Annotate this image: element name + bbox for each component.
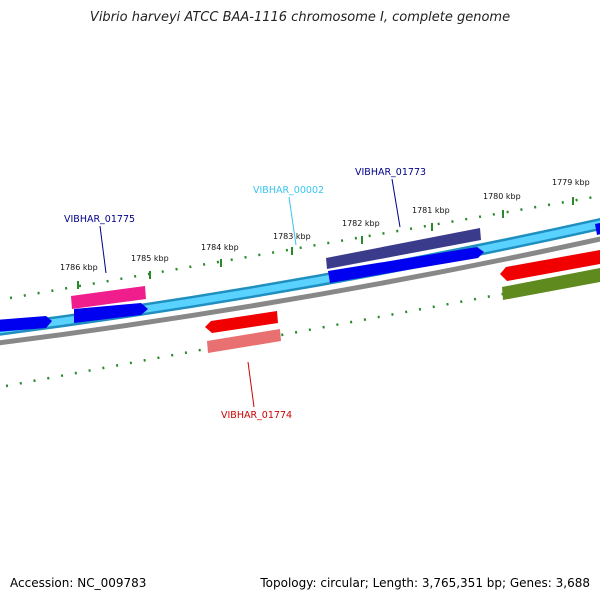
tick-label: 1783 kbp: [273, 232, 311, 241]
gene-navy[interactable]: [326, 228, 481, 269]
leader-line-01773: [391, 178, 401, 228]
tick-label: 1780 kbp: [483, 192, 521, 201]
tick-label: 1784 kbp: [201, 243, 239, 252]
gene-pink[interactable]: [71, 286, 146, 309]
gene-label-01774[interactable]: VIBHAR_01774: [221, 410, 292, 421]
gene-label-00002[interactable]: VIBHAR_00002: [253, 185, 324, 196]
tick-label: 1782 kbp: [342, 219, 380, 228]
ruler-tick-labels: 1786 kbp 1785 kbp 1784 kbp 1783 kbp 1782…: [60, 178, 590, 272]
chromosome-title: Vibrio harveyi ATCC BAA-1116 chromosome …: [89, 10, 511, 25]
gene-salmon[interactable]: [207, 329, 281, 353]
leader-line-01774: [247, 361, 255, 408]
leader-line-00002: [288, 196, 297, 246]
accession-text: Accession: NC_009783: [10, 576, 147, 590]
tick-label: 1786 kbp: [60, 263, 98, 272]
gene-label-01773[interactable]: VIBHAR_01773: [355, 167, 426, 178]
ruler-major-ticks: [77, 197, 574, 289]
tick-label: 1781 kbp: [412, 206, 450, 215]
gene-blue-right[interactable]: [328, 247, 484, 283]
tick-label: 1779 kbp: [552, 178, 590, 187]
gene-red-right[interactable]: [500, 250, 600, 281]
topology-text: Topology: circular; Length: 3,765,351 bp…: [260, 576, 590, 590]
gene-label-01775[interactable]: VIBHAR_01775: [64, 214, 135, 225]
gene-blue-mid[interactable]: [74, 303, 148, 323]
gene-blue-left[interactable]: [0, 316, 52, 332]
tick-label: 1785 kbp: [131, 254, 169, 263]
minus-strand-line: [0, 236, 600, 346]
ruler-dashes-upper: [9, 194, 600, 300]
leader-line-01775: [99, 225, 107, 274]
gene-red-lower[interactable]: [205, 311, 278, 333]
gene-blue-edge[interactable]: [595, 222, 600, 235]
gene-olive[interactable]: [502, 268, 600, 300]
